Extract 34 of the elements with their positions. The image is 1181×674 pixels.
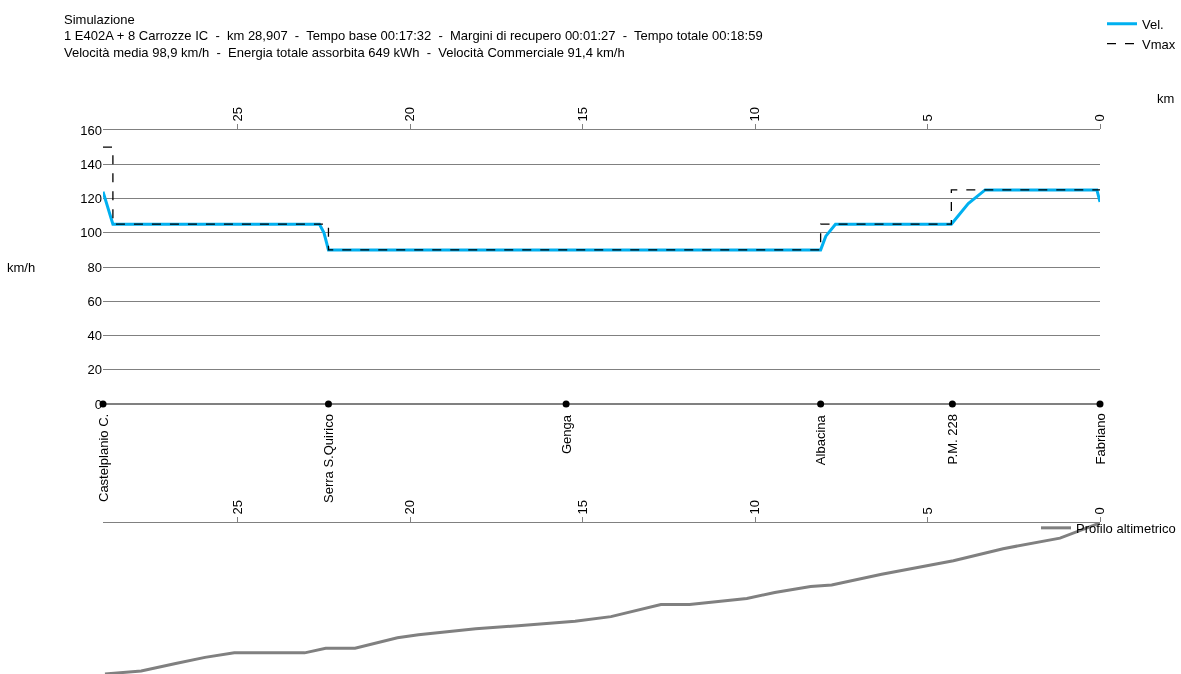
annotation: Albacina [813, 414, 829, 466]
x-tick-label: 10 [747, 499, 763, 515]
x-tick-label: 15 [574, 106, 590, 122]
x-tick-label: 20 [402, 499, 418, 515]
y-tick-label: 160 [80, 122, 102, 138]
x-tick-label: 10 [747, 106, 763, 122]
legend-label: Vel. [1142, 16, 1164, 32]
x-tick-label: 0 [1092, 114, 1108, 122]
x-tick-label: 15 [574, 499, 590, 515]
annotation: P.M. 228 [945, 414, 961, 465]
x-tick-label: 25 [229, 106, 245, 122]
legend-label: Profilo altimetrico [1076, 520, 1176, 536]
x-tick-label: 5 [919, 114, 935, 122]
chart-title: Simulazione [64, 12, 135, 27]
annotation: Fabriano [1092, 413, 1108, 465]
y-tick-label: 100 [80, 225, 102, 241]
line-series [103, 146, 1100, 251]
x-tick-label: 20 [402, 106, 418, 122]
y-tick-label: 20 [87, 362, 102, 378]
legend-label: Vmax [1142, 36, 1176, 52]
y-tick-label: 120 [80, 191, 102, 207]
annotation: Genga [559, 414, 575, 455]
y-tick-label: 80 [87, 259, 102, 275]
annotation: Serra S.Quirico [320, 414, 336, 503]
x-tick-label: 25 [229, 499, 245, 515]
x-tick-label: 0 [1092, 507, 1108, 515]
y-tick-label: 140 [80, 156, 102, 172]
annotation: Castelplanio C. [96, 413, 111, 502]
y-axis-title: km/h [7, 260, 36, 275]
chart-subtitle: 1 E402A + 8 Carrozze IC - km 28,907 - Tempo base 00:17:32 - Margini di recupero 00:01:27 - Tempo totale 00:18:59 Velocità media 98,9 km/h - Energia totale assorbita 649 kWh - Velocità Commerciale 91,4 km/h [64, 28, 763, 60]
x-axis-title: km [1157, 91, 1175, 106]
x-tick-label: 5 [919, 507, 935, 515]
y-tick-label: 60 [87, 293, 102, 309]
y-tick-label: 40 [87, 328, 102, 344]
